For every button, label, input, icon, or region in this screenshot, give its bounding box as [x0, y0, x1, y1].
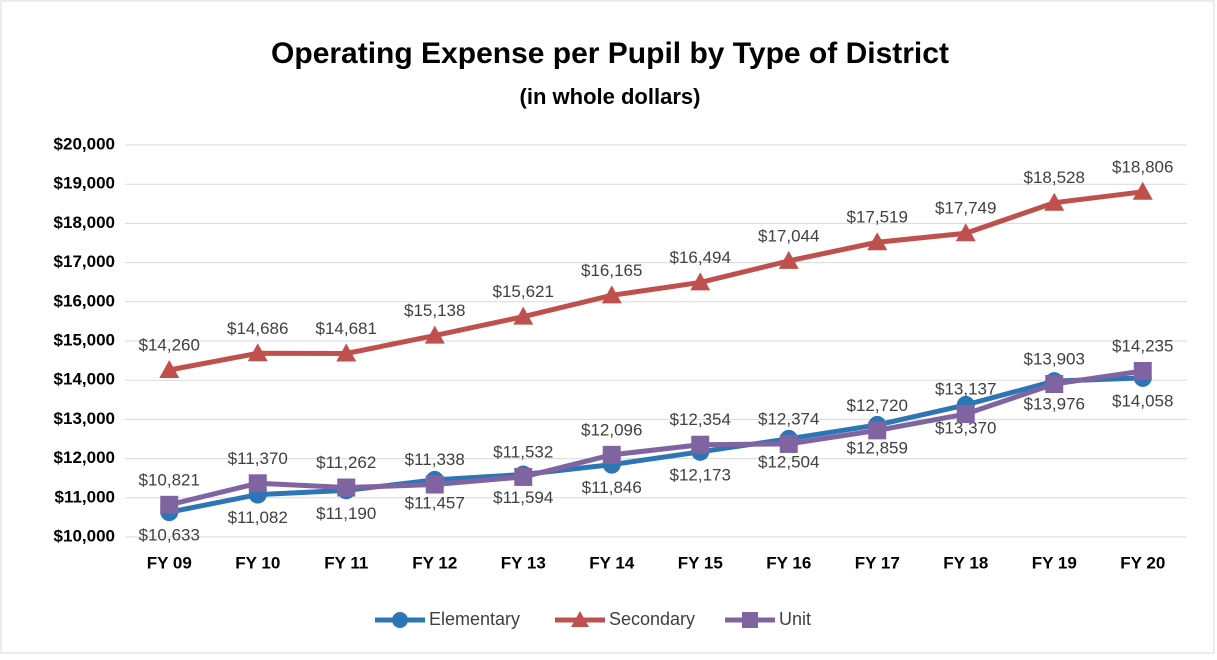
marker	[247, 343, 268, 362]
y-tick-label: $14,000	[54, 370, 115, 389]
y-tick-label: $12,000	[54, 448, 115, 467]
y-tick-label: $15,000	[54, 330, 115, 349]
x-tick-label: FY 14	[589, 553, 635, 572]
data-label: $17,044	[758, 226, 819, 245]
x-tick-label: FY 19	[1032, 553, 1077, 572]
data-label: $15,138	[404, 301, 465, 320]
y-tick-label: $11,000	[54, 487, 115, 506]
data-label: $12,173	[670, 465, 731, 484]
x-tick-label: FY 12	[412, 553, 457, 572]
data-label: $13,370	[935, 418, 996, 437]
y-tick-label: $16,000	[54, 291, 115, 310]
data-label: $17,749	[935, 199, 996, 218]
data-label: $18,528	[1024, 168, 1085, 187]
data-label: $14,686	[227, 319, 288, 338]
data-label: $18,806	[1112, 157, 1173, 176]
data-label: $11,082	[228, 508, 288, 527]
data-label: $11,594	[493, 488, 553, 507]
y-tick-label: $18,000	[54, 213, 115, 232]
marker	[514, 467, 533, 486]
series-line	[168, 189, 1144, 373]
data-label: $11,262	[316, 453, 376, 472]
marker	[867, 232, 888, 251]
data-label: $12,096	[581, 420, 642, 439]
legend-label: Elementary	[429, 609, 520, 629]
marker	[248, 474, 267, 493]
data-label: $17,519	[847, 208, 908, 227]
x-tick-label: FY 09	[147, 553, 192, 572]
x-tick-label: FY 13	[501, 553, 546, 572]
x-tick-label: FY 20	[1120, 553, 1165, 572]
data-label: $14,235	[1112, 336, 1173, 355]
data-label: $13,903	[1024, 349, 1085, 368]
legend-marker	[742, 612, 758, 628]
marker	[513, 306, 534, 325]
marker	[1132, 181, 1153, 200]
chart-title: Operating Expense per Pupil by Type of D…	[271, 37, 949, 70]
data-label: $10,821	[139, 470, 200, 489]
data-label: $12,504	[758, 452, 819, 471]
x-tick-label: FY 16	[766, 553, 811, 572]
series-line	[168, 368, 1144, 508]
data-label: $13,976	[1024, 395, 1085, 414]
x-tick-label: FY 11	[324, 553, 368, 572]
data-label: $10,633	[139, 526, 200, 545]
data-label: $12,374	[758, 409, 819, 428]
marker	[159, 360, 180, 379]
data-label: $15,621	[493, 282, 554, 301]
marker	[160, 495, 179, 514]
marker	[1045, 375, 1064, 394]
legend-marker	[571, 611, 589, 627]
marker	[1044, 192, 1065, 211]
data-label: $13,137	[935, 380, 996, 399]
data-label: $12,720	[847, 396, 908, 415]
data-label: $12,354	[670, 410, 731, 429]
marker	[691, 435, 710, 454]
data-label: $14,058	[1112, 391, 1173, 410]
legend-label: Secondary	[609, 609, 695, 629]
data-label: $11,190	[316, 504, 376, 523]
data-label: $16,165	[581, 261, 642, 280]
marker	[778, 250, 799, 269]
chart-subtitle: (in whole dollars)	[520, 84, 701, 109]
y-tick-label: $19,000	[54, 174, 115, 193]
data-label: $14,681	[316, 319, 377, 338]
x-tick-label: FY 10	[235, 553, 280, 572]
x-tick-label: FY 18	[943, 553, 988, 572]
legend-marker	[392, 612, 408, 628]
data-label: $11,846	[582, 478, 642, 497]
marker	[602, 445, 621, 464]
marker	[601, 285, 622, 304]
marker	[337, 478, 356, 497]
marker	[779, 434, 798, 453]
x-tick-label: FY 15	[678, 553, 723, 572]
marker	[690, 272, 711, 291]
marker	[956, 405, 975, 424]
legend-label: Unit	[779, 609, 811, 629]
y-tick-label: $13,000	[54, 409, 115, 428]
marker	[1133, 361, 1152, 380]
marker	[955, 223, 976, 242]
marker	[868, 421, 887, 440]
marker	[424, 325, 445, 344]
data-label: $14,260	[139, 335, 200, 354]
data-label: $11,370	[228, 449, 288, 468]
y-tick-label: $20,000	[54, 134, 115, 153]
data-label: $11,338	[405, 450, 465, 469]
data-label: $12,859	[847, 438, 908, 457]
y-tick-label: $17,000	[54, 252, 115, 271]
y-tick-label: $10,000	[54, 526, 115, 545]
marker	[425, 475, 444, 494]
marker	[336, 343, 357, 362]
x-tick-label: FY 17	[855, 553, 900, 572]
data-label: $11,532	[493, 442, 553, 461]
series-line	[168, 375, 1143, 515]
data-label: $11,457	[405, 493, 465, 512]
data-label: $16,494	[670, 248, 731, 267]
